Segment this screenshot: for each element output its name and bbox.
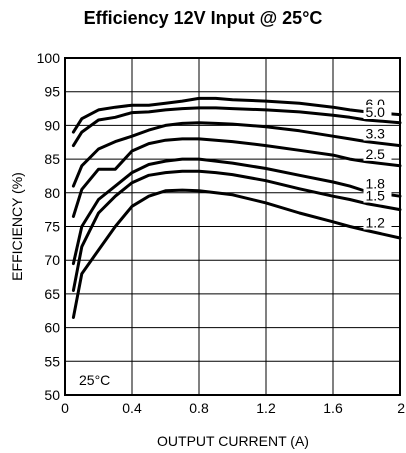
series-line-1-2	[71, 188, 402, 319]
series-line-1-5	[71, 169, 402, 292]
series-label-bg	[363, 105, 392, 120]
series-line-6-0	[71, 96, 402, 134]
series-line-5-0	[71, 106, 402, 148]
series-label-1-5: 1.5	[366, 188, 386, 204]
x-tick-label: 1.2	[256, 400, 276, 416]
y-tick-label: 100	[37, 50, 61, 66]
y-tick-label: 95	[44, 84, 60, 100]
series-label-bg	[363, 126, 392, 141]
x-tick-label: 2	[397, 400, 405, 416]
y-tick-label: 75	[44, 219, 60, 235]
series-line-1-8	[71, 157, 402, 266]
series-label-bg	[363, 146, 392, 161]
x-axis-title: OUTPUT CURRENT (A)	[157, 433, 309, 449]
y-tick-label: 65	[44, 286, 60, 302]
plot-frame	[64, 57, 401, 396]
y-tick-label: 80	[44, 185, 60, 201]
series-label-bg	[363, 215, 392, 230]
chart-title: Efficiency 12V Input @ 25°C	[83, 8, 323, 28]
y-tick-label: 85	[44, 151, 60, 167]
tick-layer: 0 0.4 0.8 1.2 1.6 2 50 55 60 65 70 75 80 85 90 95 100	[37, 50, 406, 416]
label-layer: 6.05.03.32.51.81.51.2	[363, 96, 392, 231]
series-label-3-3: 3.3	[366, 126, 386, 142]
x-tick-label: 0.4	[122, 400, 142, 416]
y-tick-label: 70	[44, 252, 60, 268]
series-label-5-0: 5.0	[366, 104, 386, 120]
y-tick-label: 90	[44, 117, 60, 133]
x-tick-label: 0.8	[189, 400, 209, 416]
y-tick-label: 60	[44, 320, 60, 336]
y-axis-title: EFFICIENCY (%)	[9, 172, 25, 281]
temperature-annotation: 25°C	[79, 372, 110, 388]
series-label-1-8: 1.8	[366, 175, 386, 191]
series-label-bg	[363, 176, 392, 191]
x-tick-label: 0	[61, 400, 69, 416]
x-tick-label: 1.6	[323, 400, 343, 416]
series-line-2-5	[71, 137, 402, 218]
y-tick-label: 55	[44, 353, 60, 369]
series-label-2-5: 2.5	[366, 146, 386, 162]
annotation-box	[68, 369, 112, 391]
series-layer	[71, 96, 402, 319]
series-label-1-2: 1.2	[366, 215, 386, 231]
series-label-bg	[363, 188, 392, 203]
y-tick-label: 50	[44, 387, 60, 403]
series-line-3-3	[71, 121, 402, 188]
